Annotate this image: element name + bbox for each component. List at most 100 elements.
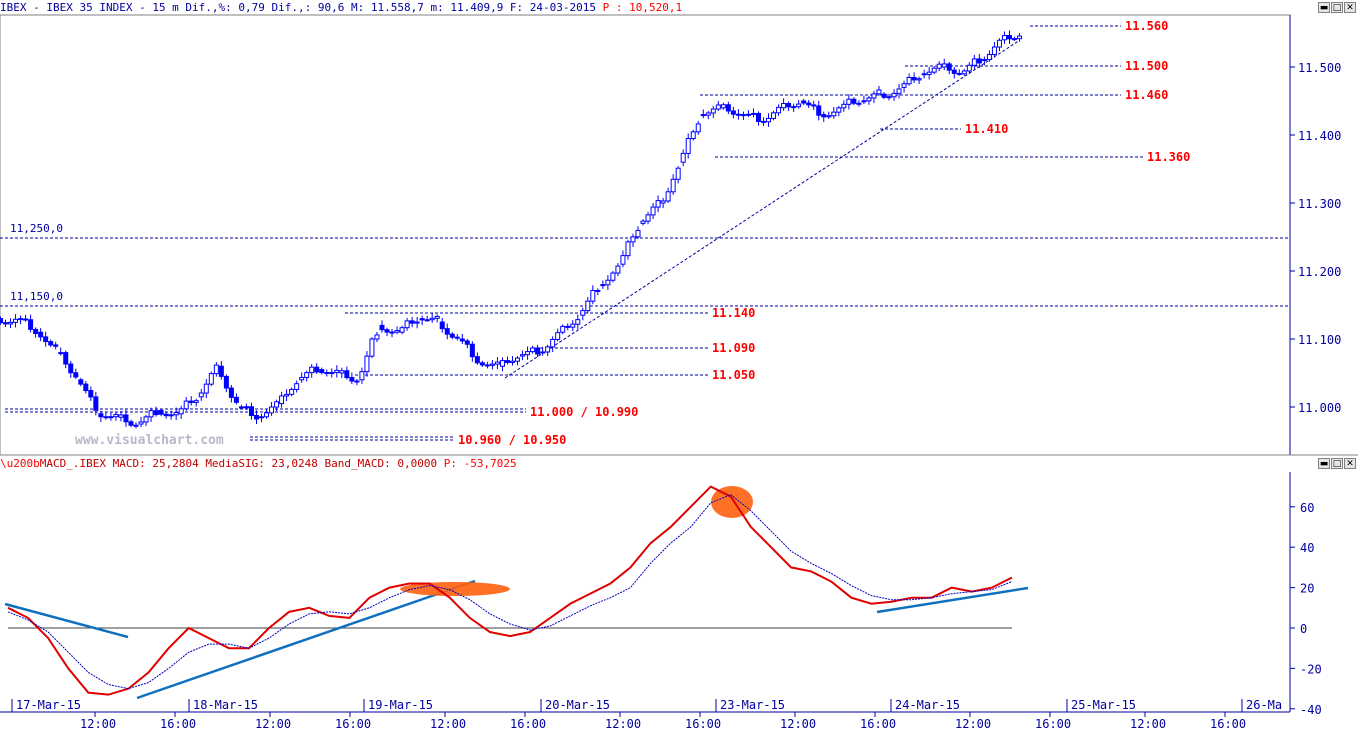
candle-body (354, 380, 360, 383)
price-panel-header: IBEX - IBEX 35 INDEX - 15 m Dif.,%: 0,79… (0, 0, 1290, 15)
candle-body (510, 360, 516, 363)
candle-body (515, 357, 521, 362)
candle-body (103, 416, 109, 419)
candle-body (364, 355, 370, 373)
candle-body (725, 104, 731, 112)
level-label: 11.410 (965, 122, 1008, 136)
candle-body (630, 236, 636, 243)
candle-body (444, 328, 450, 335)
candle-body (464, 340, 470, 345)
candle-body (259, 416, 265, 419)
candle-body (48, 341, 54, 346)
price-axis-label: 11.000 (1298, 401, 1341, 415)
macd-highlight (400, 582, 510, 596)
hour-label: 16:00 (510, 717, 546, 731)
level-label: 11.560 (1125, 19, 1168, 33)
candle-body (771, 112, 777, 119)
candle-body (359, 371, 365, 381)
candle-body (203, 383, 209, 394)
candle-body (13, 318, 19, 323)
candle-body (625, 241, 631, 257)
candle-body (274, 401, 280, 408)
candle-body (163, 413, 169, 417)
candle-body (183, 400, 189, 410)
candle-body (489, 363, 495, 366)
candle-body (58, 352, 64, 355)
candle-body (600, 284, 606, 287)
candle-body (93, 396, 99, 411)
macd-panel: 60 40 20 0 -20 -40 (0, 454, 1358, 717)
candle-body (499, 360, 505, 367)
candle-body (133, 424, 139, 427)
macd-axis-label: -40 (1300, 703, 1322, 717)
candle-body (193, 400, 199, 403)
candle-body (404, 320, 410, 329)
candle-body (344, 370, 350, 379)
candle-body (730, 110, 736, 115)
candle-body (188, 400, 194, 403)
hour-label: 16:00 (860, 717, 896, 731)
candle-body (735, 113, 741, 116)
price-close-button[interactable]: ✕ (1344, 2, 1356, 13)
hour-label: 16:00 (335, 717, 371, 731)
candle-body (223, 375, 229, 389)
candle-body (956, 72, 962, 75)
candle-body (414, 321, 420, 324)
candle-body (349, 377, 355, 382)
candle-body (685, 138, 691, 154)
candle-body (550, 338, 556, 348)
candle-body (294, 383, 300, 390)
date-label: 25-Mar-15 (1071, 698, 1136, 712)
candle-body (63, 352, 69, 365)
candle-body (208, 373, 214, 385)
candle-body (484, 364, 490, 367)
candle-body (816, 105, 822, 116)
candle-body (78, 379, 84, 385)
macd-axis-label: 40 (1300, 541, 1314, 555)
candle-body (324, 372, 330, 375)
candle-body (670, 178, 676, 193)
date-label: 19-Mar-15 (368, 698, 433, 712)
hour-label: 12:00 (605, 717, 641, 731)
candle-body (314, 366, 320, 373)
candle-body (640, 220, 646, 224)
candle-body (891, 92, 897, 98)
macd-maximize-button[interactable]: □ (1331, 458, 1343, 469)
candle-body (33, 328, 39, 335)
macd-panel-header: \u200bMACD_.IBEX MACD: 25,2804 MediaSIG:… (0, 457, 517, 470)
price-axis-label: 11.300 (1298, 197, 1341, 211)
candle-body (68, 363, 74, 374)
candle-body (233, 396, 239, 403)
candle-body (761, 120, 767, 123)
candle-body (309, 366, 315, 374)
date-label: 26-Ma (1246, 698, 1282, 712)
price-axis-label: 11.500 (1298, 61, 1341, 75)
candle-body (439, 321, 445, 330)
candle-body (565, 325, 571, 328)
macd-minimize-button[interactable]: ▬ (1318, 458, 1330, 469)
hour-label: 12:00 (955, 717, 991, 731)
macd-axis-label: 20 (1300, 582, 1314, 596)
candle-body (520, 354, 526, 357)
candle-body (434, 315, 440, 319)
candle-body (284, 393, 290, 397)
candle-body (540, 351, 546, 354)
candle-body (113, 414, 119, 418)
candle-body (334, 369, 340, 373)
candle-body (655, 200, 661, 208)
level-label: 11.460 (1125, 88, 1168, 102)
candle-body (911, 76, 917, 81)
candle-body (88, 390, 94, 398)
candle-body (0, 318, 3, 324)
candle-body (901, 83, 907, 88)
candle-body (821, 114, 827, 118)
candle-body (961, 70, 967, 75)
candle-body (560, 325, 566, 333)
candle-body (138, 421, 144, 425)
macd-close-button[interactable]: ✕ (1344, 458, 1356, 469)
candle-body (449, 333, 455, 338)
price-trendline (504, 39, 1021, 379)
price-minimize-button[interactable]: ▬ (1318, 2, 1330, 13)
price-maximize-button[interactable]: □ (1331, 2, 1343, 13)
